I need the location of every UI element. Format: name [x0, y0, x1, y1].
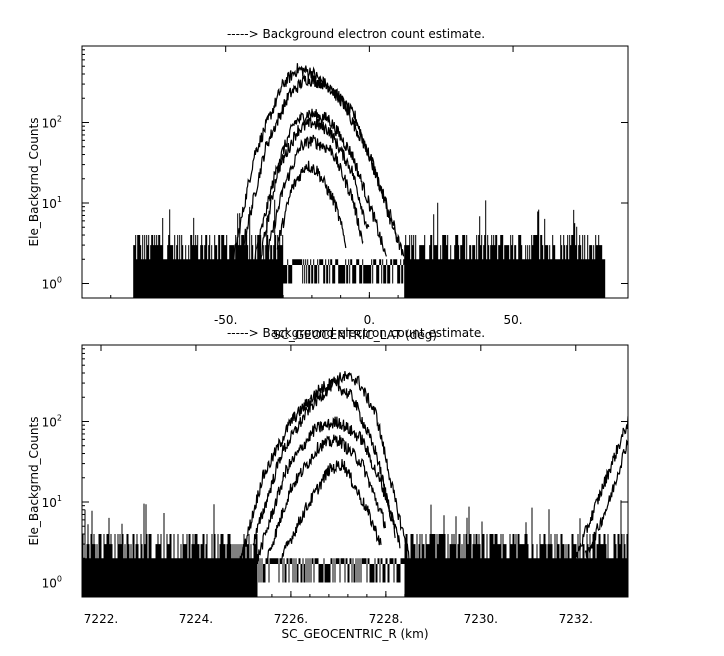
x-tick-label: -50. — [214, 313, 237, 327]
y-tick-label: 101 — [42, 494, 62, 510]
top-x-axis-label: SC_GEOCENTRIC_LAT (deg) — [273, 328, 437, 342]
series-line — [280, 459, 382, 562]
y-tick-label: 101 — [42, 195, 62, 211]
series-line — [267, 434, 386, 559]
series-line — [257, 416, 401, 562]
top-plot-frame — [81, 45, 629, 299]
x-tick-label: 7222. — [84, 612, 118, 626]
bottom-plot-frame — [81, 344, 629, 598]
bottom-panel: -----> Background electron count estimat… — [27, 326, 629, 641]
series-line — [252, 378, 396, 549]
y-tick-label: 100 — [42, 276, 62, 292]
series-line — [259, 117, 370, 262]
bottom-plot-area — [82, 371, 628, 597]
x-tick-label: 7224. — [179, 612, 213, 626]
x-tick-label: 7230. — [464, 612, 498, 626]
series-line — [575, 416, 628, 559]
series-line — [265, 134, 364, 261]
bottom-chart-title: -----> Background electron count estimat… — [227, 326, 485, 340]
y-tick-label: 100 — [42, 575, 62, 591]
series-line — [584, 439, 628, 558]
top-panel: -----> Background electron count estimat… — [27, 27, 629, 342]
x-tick-label: 7232. — [559, 612, 593, 626]
top-y-ticks: 100 101 102 — [42, 49, 628, 292]
x-tick-label: 50. — [504, 313, 523, 327]
series-line — [243, 73, 399, 247]
x-tick-label: 7226. — [274, 612, 308, 626]
bottom-x-ticks: 7222. 7224. 7226. 7228. 7230. 7232. — [84, 345, 615, 626]
noise-band — [133, 199, 606, 298]
series-line — [238, 371, 410, 575]
series-line — [276, 160, 347, 250]
bottom-x-axis-label: SC_GEOCENTRIC_R (km) — [282, 627, 429, 641]
bottom-y-axis-label: Ele_Backgrnd_Counts — [27, 417, 41, 546]
top-x-ticks: -50. 0. 50. — [81, 46, 629, 327]
x-tick-label: 7228. — [369, 612, 403, 626]
top-plot-area — [133, 63, 606, 298]
series-line — [253, 108, 387, 266]
bottom-y-ticks: 100 101 102 — [42, 348, 628, 591]
top-y-axis-label: Ele_Backgrnd_Counts — [27, 118, 41, 247]
y-tick-label: 102 — [42, 413, 62, 429]
y-tick-label: 102 — [42, 114, 62, 130]
x-tick-label: 0. — [364, 313, 375, 327]
top-chart-title: -----> Background electron count estimat… — [227, 27, 485, 41]
noise-band — [82, 500, 628, 597]
